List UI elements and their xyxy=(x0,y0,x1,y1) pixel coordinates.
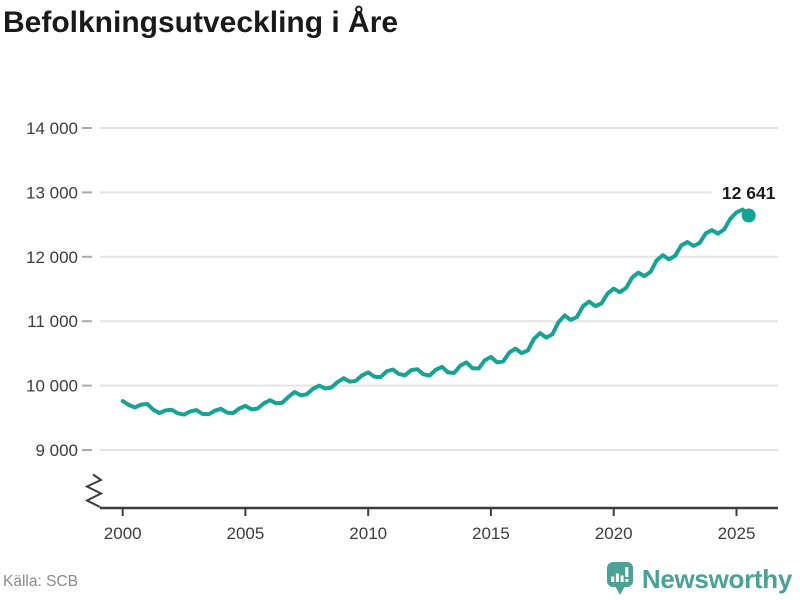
population-line-series xyxy=(120,207,751,417)
y-axis-label: 14 000 xyxy=(26,119,78,138)
y-axis-label: 11 000 xyxy=(27,312,78,331)
end-point-marker xyxy=(741,208,756,223)
bar-3 xyxy=(620,575,624,582)
y-axis-label: 13 000 xyxy=(26,183,78,202)
exclamation-bar xyxy=(625,567,629,577)
speech-bubble-shape xyxy=(606,562,633,595)
y-axis-label: 12 000 xyxy=(26,248,78,267)
bar-2 xyxy=(615,573,619,582)
population-line-chart: 9 000 10 000 11 000 12 000 13 000 14 000 2000 2… xyxy=(26,119,784,543)
page-title: Befolkningsutveckling i Åre xyxy=(3,6,399,39)
x-axis-label: 2020 xyxy=(595,524,633,543)
x-axis-label: 2005 xyxy=(226,524,264,543)
source-label: Källa: SCB xyxy=(3,573,78,590)
y-axis-label: 9 000 xyxy=(35,441,78,460)
x-axis-label: 2010 xyxy=(349,524,387,543)
end-label-backing xyxy=(711,181,784,204)
x-axis-label: 2000 xyxy=(104,524,142,543)
y-axis-label: 10 000 xyxy=(26,377,78,396)
end-value-label: 12 641 xyxy=(722,183,776,203)
newsworthy-logo[interactable]: Newsworthy xyxy=(606,561,792,597)
x-axis-label: 2015 xyxy=(472,524,510,543)
newsworthy-bubble-chart-icon xyxy=(606,562,633,595)
x-axis-label: 2025 xyxy=(718,524,756,543)
newsworthy-wordmark: Newsworthy xyxy=(641,563,792,594)
exclamation-dot xyxy=(625,579,629,582)
axis-break-squiggle xyxy=(84,473,104,508)
bar-1 xyxy=(611,576,615,582)
